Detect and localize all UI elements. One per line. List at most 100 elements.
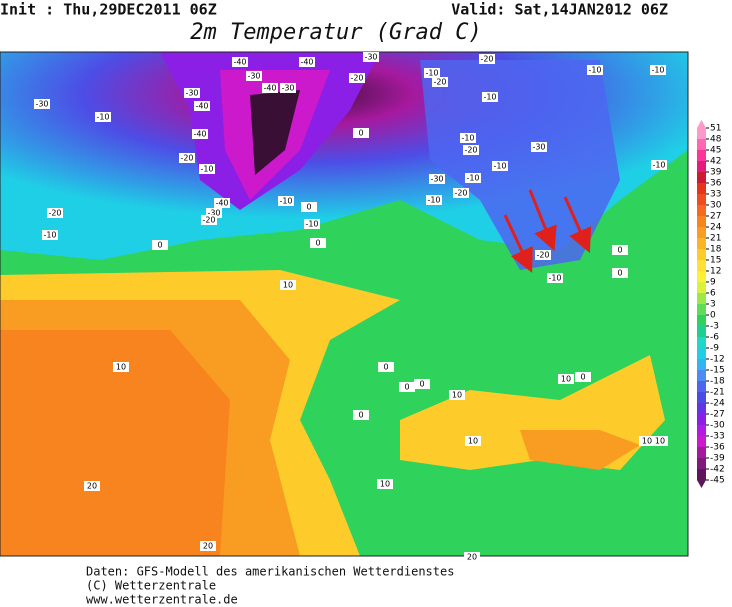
colorbar-segment bbox=[697, 436, 706, 448]
label-box bbox=[612, 245, 628, 255]
label-box bbox=[479, 54, 495, 64]
label-box bbox=[280, 83, 296, 93]
contour-label: -10 bbox=[483, 93, 496, 102]
contour-label: 10 bbox=[283, 281, 293, 290]
colorbar-segment bbox=[697, 425, 706, 437]
contour-label: 10 bbox=[642, 437, 652, 446]
label-box bbox=[353, 410, 369, 420]
contour-label: -30 bbox=[364, 53, 377, 62]
colorbar-label: -21 bbox=[710, 388, 725, 398]
contour-label: -30 bbox=[247, 72, 260, 81]
contour-label: -10 bbox=[652, 161, 665, 170]
colorbar-segment bbox=[697, 381, 706, 393]
colorbar-segment bbox=[697, 315, 706, 327]
label-box bbox=[460, 133, 476, 143]
contour-label: 0 bbox=[404, 383, 409, 392]
contour-label: -10 bbox=[43, 231, 56, 240]
colorbar-label: 9 bbox=[710, 278, 716, 288]
label-box bbox=[424, 68, 440, 78]
label-box bbox=[113, 362, 129, 372]
map bbox=[0, 51, 689, 557]
colorbar-label: 42 bbox=[710, 157, 721, 167]
colorbar-label: -45 bbox=[710, 476, 725, 486]
contour-label: -40 bbox=[263, 84, 276, 93]
label-box bbox=[194, 101, 210, 111]
label-box bbox=[201, 215, 217, 225]
label-box bbox=[152, 240, 168, 250]
contour-label: 10 bbox=[116, 363, 126, 372]
colorbar-label: 21 bbox=[710, 234, 721, 244]
colorbar-segment bbox=[697, 139, 706, 151]
contour-label: -20 bbox=[536, 251, 549, 260]
label-box bbox=[378, 362, 394, 372]
label-box bbox=[363, 52, 379, 62]
colorbar-segment bbox=[697, 469, 706, 481]
contour-labels: -40-30-40-30-20-30-40-30-40-40-20-10-40-… bbox=[34, 52, 668, 562]
label-box bbox=[612, 268, 628, 278]
label-box bbox=[304, 219, 320, 229]
label-box bbox=[399, 382, 415, 392]
map-title: 2m Temperatur (Grad C) bbox=[190, 20, 481, 45]
label-box bbox=[414, 379, 430, 389]
label-box bbox=[95, 112, 111, 122]
colorbar-label: -18 bbox=[710, 377, 725, 387]
contour-label: -10 bbox=[279, 197, 292, 206]
contour-label: -10 bbox=[588, 66, 601, 75]
label-box bbox=[42, 230, 58, 240]
contour-label: 0 bbox=[383, 363, 388, 372]
label-box bbox=[200, 541, 216, 551]
contour-label: 10 bbox=[452, 391, 462, 400]
contour-label: -30 bbox=[532, 143, 545, 152]
contour-label: -20 bbox=[433, 78, 446, 87]
contour-label: -20 bbox=[180, 154, 193, 163]
colorbar-label: 3 bbox=[710, 300, 716, 310]
colorbar-label: 12 bbox=[710, 267, 721, 277]
colorbar-segment bbox=[697, 304, 706, 316]
colorbar-segment bbox=[697, 447, 706, 459]
label-box bbox=[377, 479, 393, 489]
contour-label: -30 bbox=[430, 175, 443, 184]
label-box bbox=[192, 129, 208, 139]
contour-label: -10 bbox=[427, 196, 440, 205]
colorbar-segment bbox=[697, 458, 706, 470]
colorbar-label: -42 bbox=[710, 465, 725, 475]
valid-time: Valid: Sat,14JAN2012 06Z bbox=[451, 1, 668, 19]
label-box bbox=[535, 250, 551, 260]
label-box bbox=[47, 208, 63, 218]
colorbar-segment bbox=[697, 370, 706, 382]
colorbar-label: 51 bbox=[710, 124, 721, 134]
label-box bbox=[547, 273, 563, 283]
contour-label: 20 bbox=[203, 542, 213, 551]
colorbar-segment bbox=[697, 249, 706, 261]
contour-label: -10 bbox=[96, 113, 109, 122]
contour-label: -30 bbox=[185, 89, 198, 98]
contour-label: 10 bbox=[655, 437, 665, 446]
contour-label: 20 bbox=[467, 553, 477, 562]
contour-label: 0 bbox=[157, 241, 162, 250]
colorbar-label: 36 bbox=[710, 179, 722, 189]
contour-label: 0 bbox=[617, 246, 622, 255]
contour-label: 0 bbox=[419, 380, 424, 389]
label-box bbox=[353, 128, 369, 138]
colorbar-label: -27 bbox=[710, 410, 725, 420]
footer-line: (C) Wetterzentrale bbox=[86, 579, 216, 593]
label-box bbox=[426, 195, 442, 205]
colorbar-label: 39 bbox=[710, 168, 722, 178]
label-box bbox=[310, 238, 326, 248]
colorbar-segment bbox=[697, 183, 706, 195]
label-box bbox=[558, 374, 574, 384]
contour-label: -40 bbox=[193, 130, 206, 139]
colorbar-label: 15 bbox=[710, 256, 721, 266]
label-box bbox=[575, 372, 591, 382]
label-box bbox=[179, 153, 195, 163]
label-box bbox=[429, 174, 445, 184]
colorbar-segment bbox=[697, 414, 706, 426]
init-time: Init : Thu,29DEC2011 06Z bbox=[0, 1, 217, 19]
contour-label: -40 bbox=[195, 102, 208, 111]
contour-label: 10 bbox=[380, 480, 390, 489]
label-box bbox=[492, 161, 508, 171]
footer-line: Daten: GFS-Modell des amerikanischen Wet… bbox=[86, 565, 454, 579]
label-box bbox=[463, 145, 479, 155]
colorbar-label: 0 bbox=[710, 311, 716, 321]
